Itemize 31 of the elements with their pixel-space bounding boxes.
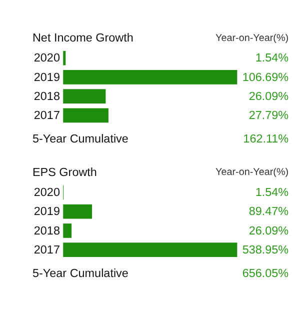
text: 656.05% [242, 267, 289, 280]
text: 5-Year Cumulative [32, 267, 128, 280]
y-tick-label: 2019 [34, 205, 60, 218]
y-tick-label: 2020 [34, 186, 60, 200]
chart-title: Net Income Growth [32, 32, 134, 45]
y-tick-label: 2018 [34, 224, 60, 238]
bar [63, 50, 66, 66]
y-tick-label: 2020 [34, 52, 60, 65]
text: Year-on-Year(%) [216, 32, 289, 44]
bar [63, 89, 106, 104]
data-label: 89.47% [248, 205, 289, 218]
data-label: 26.09% [248, 90, 289, 103]
text: Year-on-Year(%) [216, 167, 289, 178]
data-label: 106.69% [242, 70, 289, 84]
bar [63, 108, 108, 123]
bar [63, 204, 92, 219]
text: 5-Year Cumulative [32, 132, 128, 146]
data-label: 1.54% [255, 186, 289, 200]
data-label: 27.79% [248, 109, 289, 122]
bar [63, 242, 238, 258]
bar [63, 70, 238, 84]
y-tick-label: 2017 [34, 243, 60, 256]
chart-title: EPS Growth [32, 166, 97, 180]
data-label: 1.54% [255, 52, 289, 65]
bar [63, 224, 72, 238]
y-tick-label: 2019 [34, 70, 60, 84]
text: 162.11% [243, 132, 289, 146]
y-tick-label: 2018 [34, 90, 60, 103]
y-tick-label: 2017 [34, 109, 60, 122]
data-label: 538.95% [242, 243, 289, 256]
data-label: 26.09% [248, 224, 289, 238]
